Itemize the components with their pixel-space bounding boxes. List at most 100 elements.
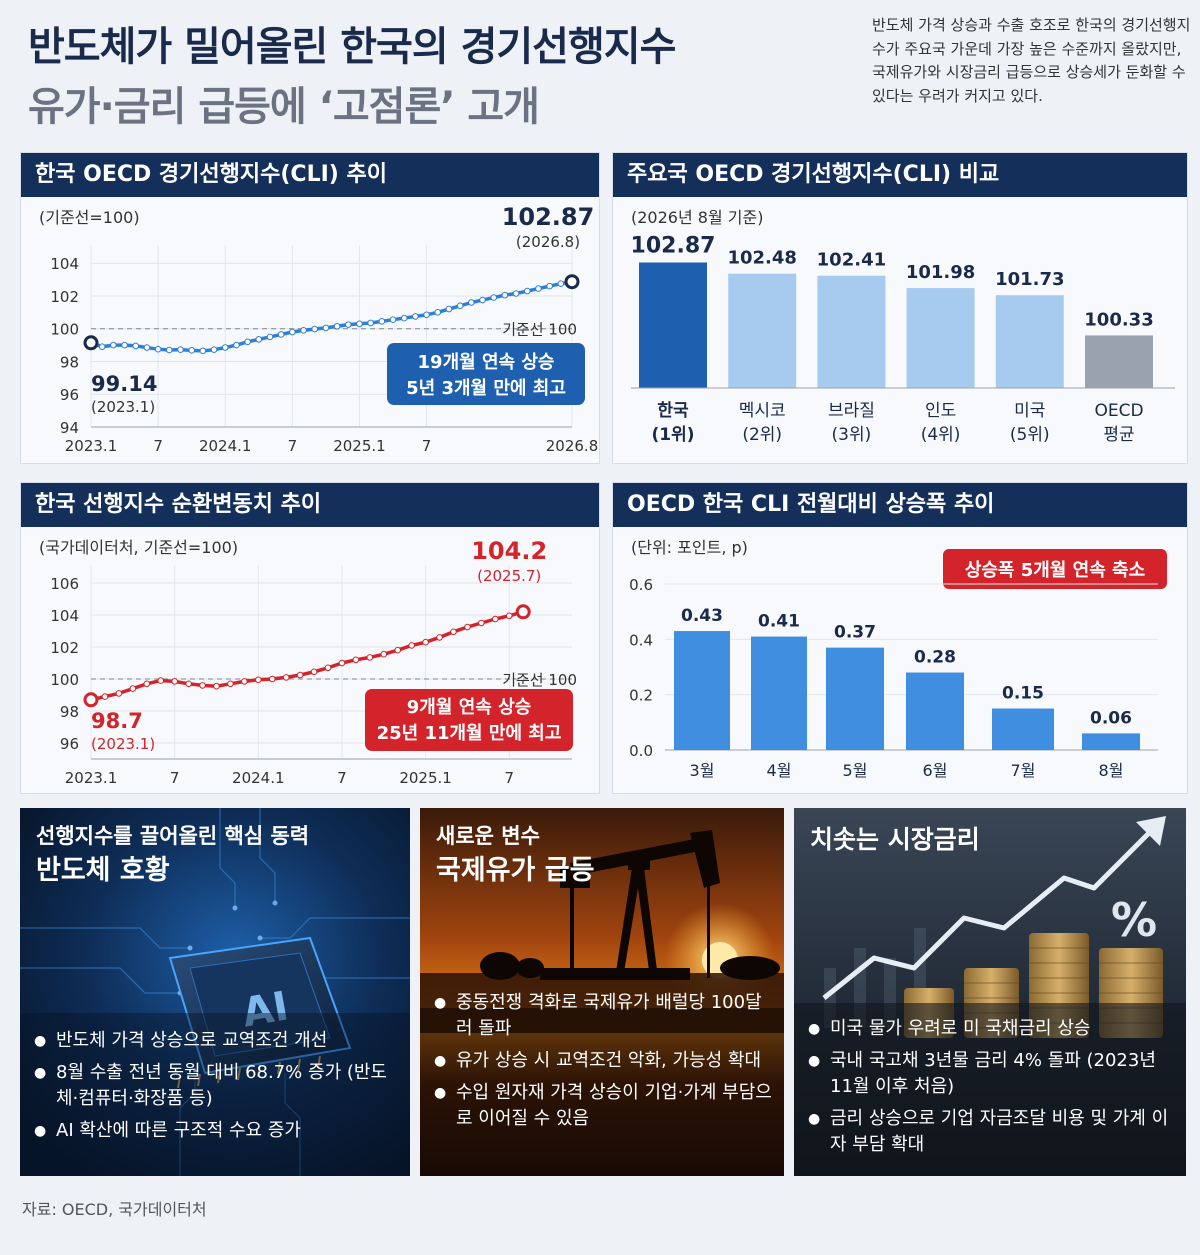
semiconductor-card: AI 선행지수를 끌어올린 핵심 동력 반도체 호황 반도체 가격 상승으로 교… (20, 808, 410, 1176)
data-point (389, 316, 397, 324)
bar-value-label: 102.41 (817, 250, 886, 271)
mom-panel: OECD 한국 CLI 전월대비 상승폭 추이 (단위: 포인트, p) 상승폭 … (612, 482, 1188, 794)
bar-value-label: 100.33 (1084, 309, 1153, 330)
semiconductor-kicker: 선행지수를 끌어올린 핵심 동력 (36, 824, 310, 848)
cli-compare-panel: 주요국 OECD 경기선행지수(CLI) 비교 (2026년 8월 기준) 102… (612, 152, 1188, 464)
data-point (468, 299, 475, 306)
bullet-item: 국내 국고채 3년물 금리 4% 돌파 (2023년 11월 이후 처음) (808, 1048, 1178, 1100)
data-point (394, 646, 402, 654)
x-tick-label: 2026.8 (546, 437, 599, 455)
data-point (213, 682, 220, 690)
category-label: 8월 (1099, 761, 1124, 780)
y-tick-label: 104 (50, 607, 79, 625)
x-tick-label: 2024.1 (199, 437, 252, 455)
data-point (492, 615, 499, 623)
data-point (436, 634, 443, 641)
bullet-item: 미국 물가 우려로 미 국채금리 상승 (808, 1016, 1178, 1042)
series-line (90, 279, 573, 353)
data-point (221, 344, 229, 351)
series-line (90, 610, 524, 702)
data-point (282, 674, 290, 681)
bar (674, 631, 730, 750)
y-tick-label: 106 (50, 575, 79, 593)
baseline-label: 기준선 100 (502, 671, 577, 689)
bar-value-label: 102.48 (727, 248, 796, 269)
data-point (129, 685, 137, 692)
cycle-chart: (국가데이터처, 기준선=100) 96 98 100 102 104 106 2023.1 7… (39, 537, 577, 787)
data-point (143, 344, 151, 351)
start-value-label: 98.7 (91, 709, 143, 733)
data-point (289, 328, 296, 336)
cli-trend-title: 한국 OECD 경기선행지수(CLI) 추이 (21, 153, 599, 197)
y-tick-label: 98 (60, 703, 79, 721)
data-point (324, 664, 332, 672)
y-tick-label: 0.6 (629, 576, 653, 594)
category-sublabel: (2위) (742, 425, 782, 445)
bullet-item: 8월 수출 전년 동월 대비 68.7% 증가 (반도체·컴퓨터·화장품 등) (34, 1060, 400, 1112)
bar (1082, 733, 1140, 750)
data-point (210, 346, 218, 353)
mom-chart: (단위: 포인트, p) 상승폭 5개월 연속 축소 0.0 0.2 0.4 0.6 0.4… (629, 538, 1167, 780)
data-point (199, 682, 206, 689)
baseline-label: 기준선 100 (502, 321, 577, 339)
data-point (311, 325, 319, 333)
data-point (166, 346, 173, 354)
data-point (296, 671, 304, 679)
data-point (512, 290, 520, 297)
end-value-label: 102.87 (502, 203, 595, 231)
y-tick-label: 104 (50, 255, 79, 273)
oil-kicker: 새로운 변수 (436, 824, 540, 848)
bullet-item: 중동전쟁 격화로 국제유가 배럴당 100달러 돌파 (434, 990, 774, 1042)
data-point (227, 680, 234, 688)
x-tick-label: 7 (504, 769, 514, 787)
data-point (378, 318, 386, 325)
data-point (412, 313, 419, 320)
category-label: 5월 (843, 761, 868, 780)
chart-note: (2026년 8월 기준) (631, 208, 763, 227)
y-tick-label: 102 (50, 639, 79, 657)
data-point (154, 345, 162, 353)
bar-value-label: 0.28 (914, 648, 956, 668)
data-point (478, 619, 485, 627)
data-point (456, 302, 464, 310)
end-date-label: (2026.8) (516, 233, 580, 251)
oil-bullets: 중동전쟁 격화로 국제유가 배럴당 100달러 돌파 유가 상승 시 교역조건 … (434, 990, 774, 1138)
data-point (535, 285, 542, 292)
cli-compare-chart: (2026년 8월 기준) 102.87 한국 (1위) 102.48 멕시코 (2위) 10… (631, 208, 1175, 445)
start-value-label: 99.14 (91, 372, 157, 396)
y-tick-label: 100 (50, 671, 79, 689)
bullet-item: 유가 상승 시 교역조건 악화, 가능성 확대 (434, 1048, 774, 1074)
x-tick-label: 7 (337, 769, 347, 787)
data-point (300, 327, 307, 334)
chart-note: (기준선=100) (39, 208, 140, 227)
semiconductor-bullets: 반도체 가격 상승으로 교역조건 개선 8월 수출 전년 동월 대비 68.7%… (34, 1028, 400, 1150)
bar-value-label: 0.41 (758, 612, 800, 632)
data-point (338, 659, 346, 667)
x-tick-label: 2024.1 (232, 769, 285, 787)
category-sublabel: (1위) (651, 425, 694, 445)
bar (639, 262, 707, 388)
intro-text: 반도체 가격 상승과 수출 호조로 한국의 경기선행지수가 주요국 가운데 가장… (872, 16, 1191, 105)
data-point (185, 680, 192, 688)
x-tick-label: 2025.1 (333, 437, 386, 455)
bar-value-label: 101.98 (906, 262, 975, 283)
category-label: 4월 (767, 761, 792, 780)
category-sublabel: 평균 (1103, 425, 1134, 445)
bar (995, 295, 1064, 388)
category-label: 한국 (657, 401, 689, 421)
data-point (241, 678, 248, 685)
data-point (400, 314, 408, 322)
bar (728, 273, 797, 388)
data-point (434, 309, 442, 316)
bar-value-label: 0.15 (1002, 684, 1044, 704)
data-point (333, 322, 341, 330)
category-sublabel: (5위) (1010, 425, 1050, 445)
bar (1085, 335, 1153, 388)
category-label: 7월 (1011, 761, 1036, 780)
category-label: 3월 (690, 761, 715, 780)
start-date-label: (2023.1) (91, 398, 155, 416)
rates-bullets: 미국 물가 우려로 미 국채금리 상승 국내 국고채 3년물 금리 4% 돌파 … (808, 1016, 1178, 1164)
data-point (268, 675, 276, 683)
data-point (322, 324, 330, 332)
data-point (143, 680, 151, 688)
